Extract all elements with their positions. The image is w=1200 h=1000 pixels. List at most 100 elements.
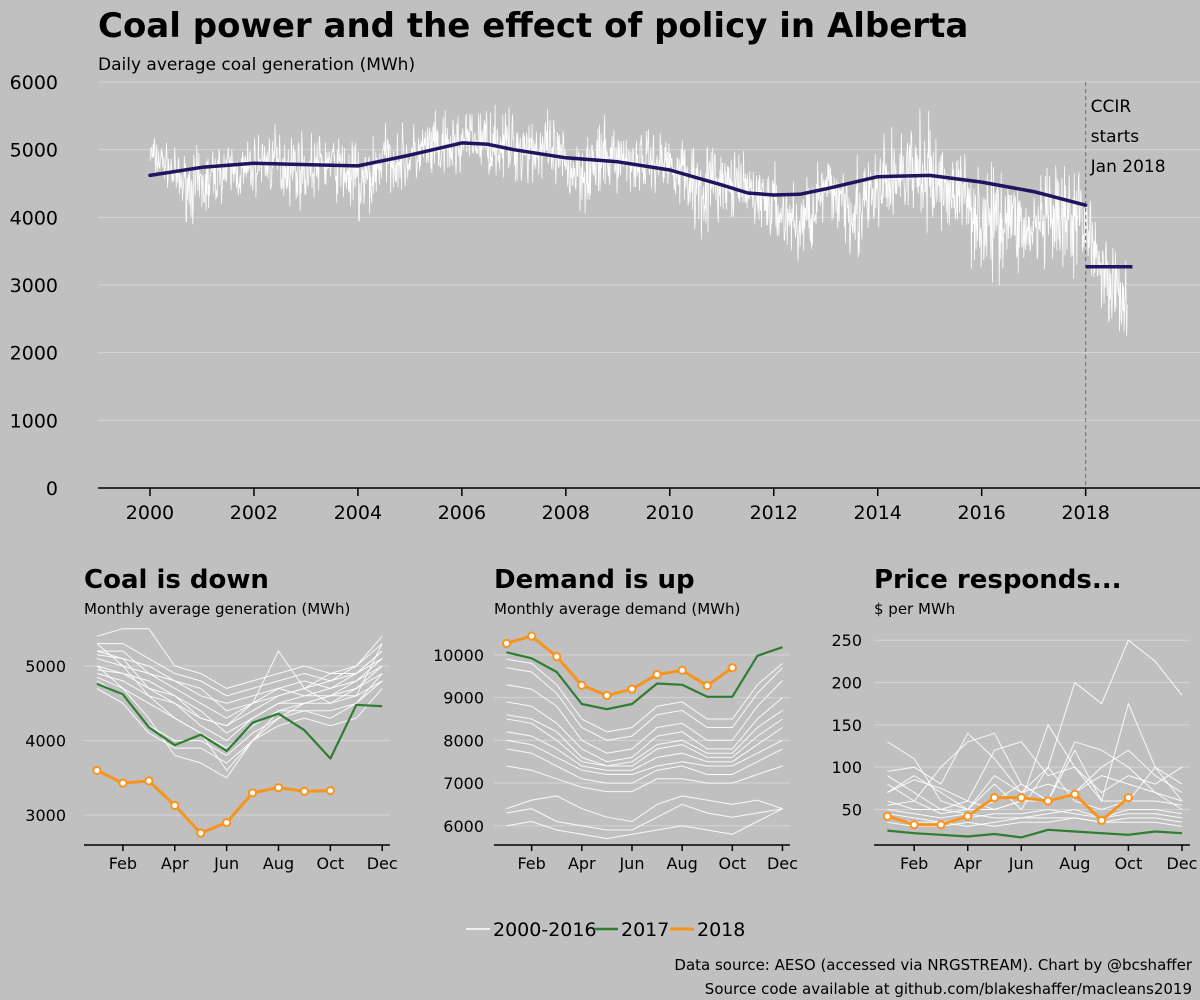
point-2018 xyxy=(1070,789,1080,799)
point-2018 xyxy=(170,800,180,811)
point-2018 xyxy=(677,665,687,675)
panel-y-tick-label: 200 xyxy=(831,674,862,693)
series-line-2018 xyxy=(506,634,734,697)
main-x-tick-label: 2002 xyxy=(230,502,278,524)
ccir-annotation-line-1: CCIR xyxy=(1091,97,1132,117)
series-line-2000-2016 xyxy=(506,803,783,831)
panel-y-tick-label: 10000 xyxy=(433,646,484,665)
main-x-tick-label: 2000 xyxy=(126,502,174,524)
series-line-2000-2016 xyxy=(506,765,783,793)
series-line-2018 xyxy=(886,792,1130,827)
series-line-2000-2016 xyxy=(506,658,783,733)
legend-label-2000-2016: 2000-2016 xyxy=(493,919,597,941)
legend: 2000-2016 2017 2018 xyxy=(466,919,745,941)
main-x-tick-label: 2004 xyxy=(334,502,382,524)
main-gridlines xyxy=(98,81,1200,421)
panel-x-tick-label: Oct xyxy=(317,854,345,873)
panel-x-tick-label: Jun xyxy=(1008,854,1034,873)
point-2018 xyxy=(196,828,206,838)
panel-x-tick-label: Feb xyxy=(900,854,928,873)
panel-x-tick-label: Aug xyxy=(263,854,294,873)
series-line-2000-2016 xyxy=(96,628,383,689)
panel-demand-plot: 6000 7000 8000 9000 10000 Feb Apr Jun Aug Oct Dec xyxy=(433,631,798,873)
panel-x-tick-label: Dec xyxy=(767,854,798,873)
panel-x-tick-label: Feb xyxy=(109,854,137,873)
point-2018 xyxy=(652,669,662,680)
panel-y-tick-label: 9000 xyxy=(443,689,484,708)
series-line-2000-2016 xyxy=(96,643,383,772)
series-line-2000-2016 xyxy=(887,732,1183,802)
panel-x-tick-label: Oct xyxy=(1115,854,1143,873)
panel-x-tick-label: Apr xyxy=(954,854,982,873)
main-y-tick-label: 0 xyxy=(46,478,58,500)
panel-x-tick-label: Jun xyxy=(213,854,239,873)
series-line-2000-2016 xyxy=(96,658,383,719)
point-2018 xyxy=(882,811,892,821)
point-2018 xyxy=(963,811,973,821)
series-line-2000-2016 xyxy=(506,718,783,767)
panel-y-tick-label: 7000 xyxy=(443,774,484,793)
panel-price-plot: 50 100 150 200 250 Feb Apr Jun Aug Oct Dec xyxy=(831,631,1197,873)
caption-data-source: Data source: AESO (accessed via NRGSTREA… xyxy=(674,956,1192,974)
point-2018 xyxy=(1043,796,1053,806)
point-2018 xyxy=(92,765,102,776)
series-line-2000-2016 xyxy=(887,723,1183,810)
ccir-annotation-line-2: starts xyxy=(1091,127,1140,147)
series-line-2000-2016 xyxy=(97,650,383,704)
point-2018 xyxy=(936,820,946,830)
main-y-tick-label: 6000 xyxy=(10,72,58,94)
chart-subtitle: Daily average coal generation (MWh) xyxy=(98,55,415,75)
series-line-2000-2016 xyxy=(96,643,383,779)
panel-y-tick-label: 50 xyxy=(842,800,862,819)
series-line-2000-2016 xyxy=(887,817,1183,827)
series-line-2000-2016 xyxy=(97,643,383,697)
point-2018 xyxy=(1123,793,1134,803)
panel-y-tick-label: 4000 xyxy=(25,732,66,751)
point-2018 xyxy=(627,684,637,694)
main-x-tick-label: 2006 xyxy=(438,502,486,524)
ccir-annotation-line-3: Jan 2018 xyxy=(1090,157,1166,177)
point-2018 xyxy=(222,818,232,828)
point-2018 xyxy=(552,652,562,662)
series-line-2000-2016 xyxy=(96,654,383,712)
panel-y-tick-label: 6000 xyxy=(443,817,484,836)
point-2018 xyxy=(989,793,1000,803)
panel-y-tick-label: 3000 xyxy=(25,806,66,825)
series-line-2018 xyxy=(96,769,331,835)
panel-x-tick-label: Aug xyxy=(1059,854,1090,873)
point-2018 xyxy=(118,778,128,788)
series-line-2000-2016 xyxy=(887,639,1183,811)
series-line-2000-2016 xyxy=(506,727,783,771)
series-line-2000-2016 xyxy=(96,687,383,764)
daily-generation-line xyxy=(149,104,1128,336)
point-2018 xyxy=(602,690,612,701)
series-line-2000-2016 xyxy=(887,732,1183,802)
panel-x-tick-label: Oct xyxy=(718,854,746,873)
series-line-2000-2016 xyxy=(887,766,1183,815)
series-line-2000-2016 xyxy=(96,669,383,727)
main-y-tick-label: 4000 xyxy=(10,207,58,229)
daily-generation-series xyxy=(149,104,1128,336)
main-x-tick-label: 2012 xyxy=(750,502,798,524)
series-line-2000-2016 xyxy=(506,680,783,754)
panel-y-tick-label: 100 xyxy=(831,758,862,777)
panel-price-title: Price responds... xyxy=(874,565,1122,595)
point-2018 xyxy=(247,788,258,798)
series-line-2000-2016 xyxy=(506,795,783,823)
series-line-2000-2016 xyxy=(887,741,1183,811)
panel-y-tick-label: 8000 xyxy=(443,731,484,750)
point-2018 xyxy=(299,786,310,796)
trend-lines xyxy=(148,141,1133,269)
series-line-2017 xyxy=(887,828,1183,839)
legend-label-2018: 2018 xyxy=(697,919,745,941)
panel-demand-subtitle: Monthly average demand (MWh) xyxy=(494,600,740,618)
main-x-tick-label: 2014 xyxy=(854,502,902,524)
main-x-tick-label: 2016 xyxy=(957,502,1005,524)
main-x-tick-label: 2018 xyxy=(1061,502,1109,524)
panel-x-tick-label: Apr xyxy=(161,854,189,873)
panel-x-tick-label: Dec xyxy=(1166,854,1197,873)
ccir-marker: CCIR starts Jan 2018 xyxy=(1085,82,1166,488)
panel-x-tick-label: Dec xyxy=(367,854,398,873)
